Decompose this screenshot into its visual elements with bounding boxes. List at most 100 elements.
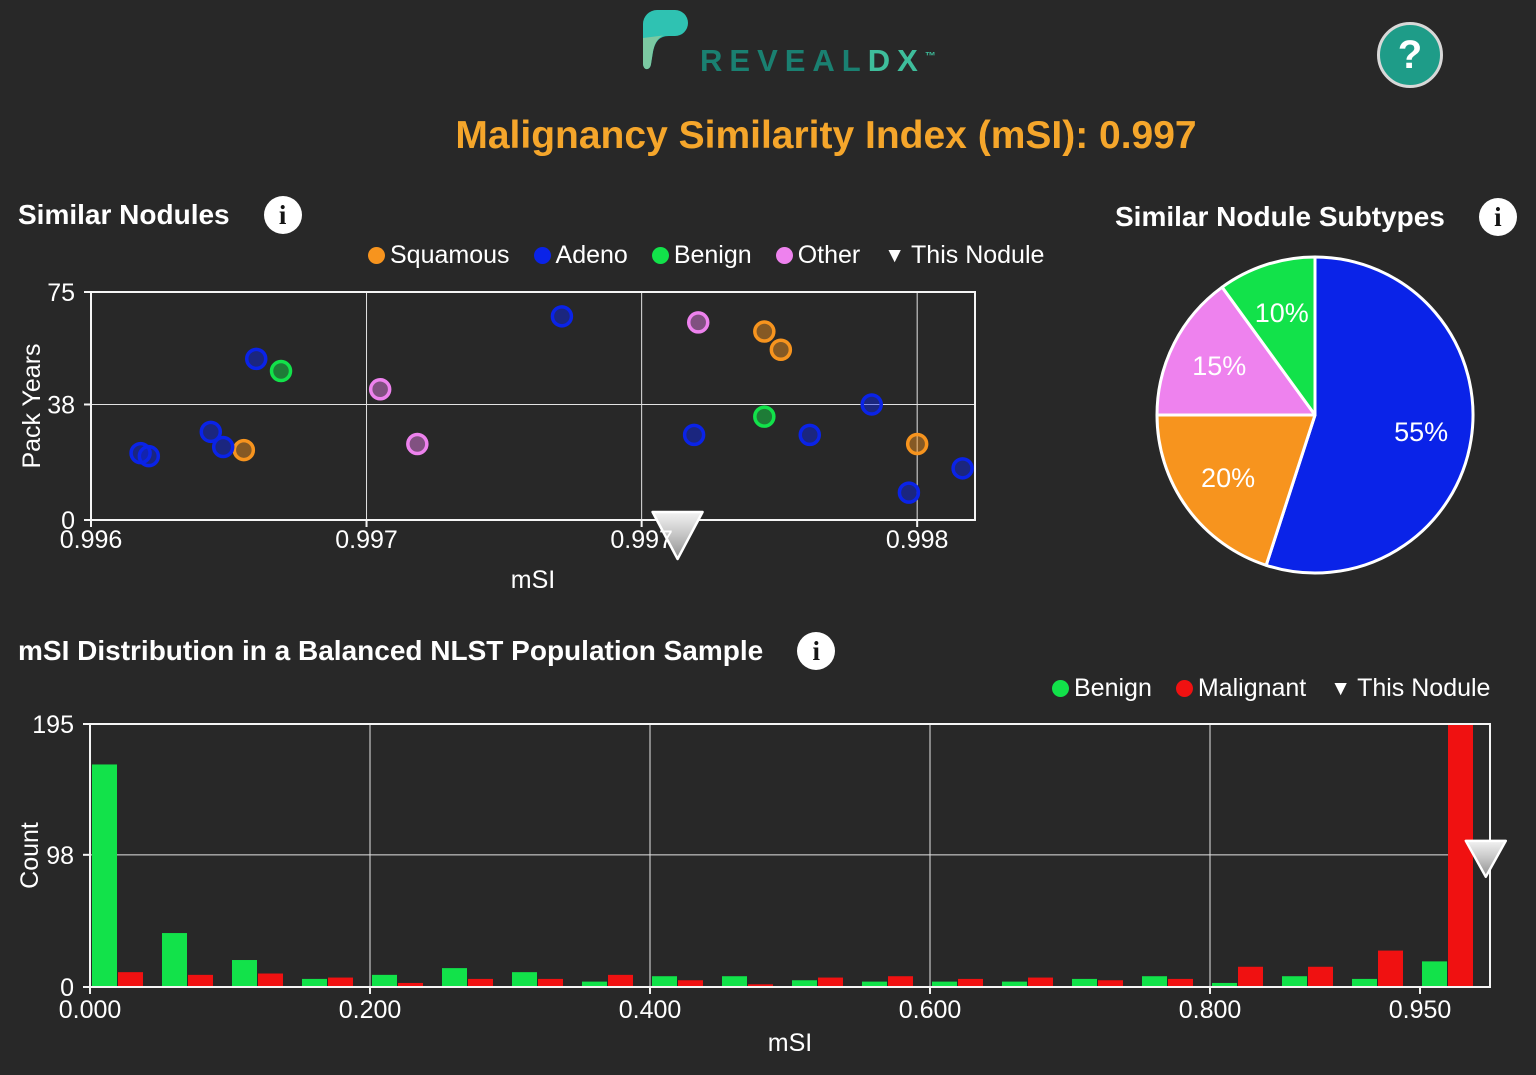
svg-text:0.000: 0.000 bbox=[59, 996, 122, 1024]
info-icon[interactable]: i bbox=[263, 196, 302, 234]
scatter-point-adeno bbox=[897, 481, 921, 504]
bar-malignant bbox=[468, 978, 493, 987]
revealdx-logo-icon bbox=[643, 10, 688, 70]
pie-slice-squamous bbox=[1155, 413, 1317, 567]
adeno-dot-icon bbox=[533, 247, 551, 264]
bar-malignant bbox=[188, 974, 213, 987]
msi-distribution-bar-chart[interactable]: 0.000 0.200 0.400 0.600 0.800 0.950 0 98 195 mSI C… bbox=[0, 710, 1536, 1070]
bar-benign bbox=[1072, 978, 1097, 987]
svg-text:98: 98 bbox=[46, 842, 74, 870]
scatter-legend: Squamous Adeno Benign Other ▼ This Nodule bbox=[368, 241, 1044, 270]
page-title: Malignancy Similarity Index (mSI): 0.997 bbox=[455, 114, 1197, 157]
scatter-point-other bbox=[368, 378, 392, 401]
similar-nodules-title: Similar Nodules bbox=[18, 199, 230, 230]
scatter-point-benign bbox=[269, 359, 293, 383]
scatter-point-squamous bbox=[905, 432, 929, 456]
bar-malignant bbox=[748, 984, 773, 987]
distribution-header: mSI Distribution in a Balanced NLST Popu… bbox=[18, 632, 836, 670]
bar-benign bbox=[652, 976, 677, 987]
scatter-point-adeno bbox=[951, 457, 974, 480]
svg-text:0.400: 0.400 bbox=[619, 996, 682, 1024]
svg-text:195: 195 bbox=[32, 711, 74, 739]
other-dot-icon bbox=[775, 247, 793, 264]
bar-plot-area bbox=[90, 724, 1490, 987]
bar-benign bbox=[1142, 976, 1167, 987]
bar-benign bbox=[862, 981, 887, 987]
bar-benign bbox=[372, 974, 397, 987]
legend-item-malignant[interactable]: Malignant bbox=[1175, 674, 1306, 703]
bar-benign bbox=[792, 980, 817, 987]
svg-text:75: 75 bbox=[47, 282, 75, 307]
subtypes-title: Similar Nodule Subtypes bbox=[1115, 201, 1445, 232]
this-nodule-marker bbox=[651, 510, 704, 561]
svg-text:0.998: 0.998 bbox=[886, 526, 949, 554]
svg-text:mSI: mSI bbox=[511, 566, 555, 594]
bar-malignant bbox=[118, 972, 143, 987]
svg-text:mSI: mSI bbox=[768, 1029, 812, 1057]
scatter-point-other bbox=[406, 432, 429, 456]
bar-benign bbox=[1352, 978, 1377, 987]
bar-malignant bbox=[958, 978, 983, 987]
scatter-plot-area bbox=[84, 291, 976, 527]
scatter-point-adeno bbox=[682, 423, 706, 447]
info-icon[interactable]: i bbox=[1478, 198, 1517, 236]
help-button[interactable]: ? bbox=[1377, 22, 1443, 88]
svg-text:0.997: 0.997 bbox=[335, 526, 398, 554]
benign-dot-icon bbox=[651, 247, 669, 264]
distribution-legend: Benign Malignant ▼ This Nodule bbox=[1052, 674, 1490, 703]
info-icon[interactable]: i bbox=[797, 632, 836, 670]
subtypes-header: Similar Nodule Subtypes i bbox=[1115, 198, 1517, 236]
bars bbox=[92, 724, 1473, 987]
legend-item-benign[interactable]: Benign bbox=[651, 241, 752, 270]
malignant-dot-icon bbox=[1175, 680, 1193, 697]
similar-nodules-header: Similar Nodules i bbox=[18, 196, 302, 234]
legend-item-other[interactable]: Other bbox=[775, 241, 860, 270]
scatter-point-adeno bbox=[137, 444, 161, 468]
bar-benign bbox=[1002, 981, 1027, 987]
bar-benign bbox=[722, 976, 747, 987]
similar-nodules-scatter-chart[interactable]: 0.996 0.997 0.997 0.998 0 38 75 mSI Pack Years bbox=[0, 282, 1010, 612]
scatter-points bbox=[129, 305, 974, 504]
bar-benign bbox=[1282, 976, 1307, 987]
scatter-point-adeno bbox=[550, 305, 574, 328]
bar-malignant bbox=[1308, 966, 1333, 987]
legend-item-adeno[interactable]: Adeno bbox=[533, 241, 628, 270]
bar-malignant bbox=[538, 978, 563, 987]
bar-malignant bbox=[1238, 966, 1263, 987]
pie-slice-label: 15% bbox=[1192, 351, 1246, 381]
legend-item-squamous[interactable]: Squamous bbox=[368, 241, 510, 270]
bar-benign bbox=[512, 972, 537, 987]
squamous-dot-icon bbox=[368, 247, 385, 264]
scatter-point-squamous bbox=[753, 320, 776, 343]
bar-benign bbox=[1212, 982, 1237, 987]
legend-item-benign[interactable]: Benign bbox=[1052, 674, 1152, 703]
brand-wordmark: REVEALDX™ bbox=[700, 43, 936, 78]
bar-benign bbox=[582, 981, 607, 987]
subtypes-pie-chart[interactable]: 55% 20% 15% 10% bbox=[1130, 240, 1510, 600]
svg-text:Pack Years: Pack Years bbox=[18, 343, 46, 468]
scatter-point-other bbox=[686, 311, 710, 334]
pie-slice-label: 20% bbox=[1201, 463, 1255, 493]
bar-malignant bbox=[608, 974, 633, 987]
scatter-point-squamous bbox=[232, 438, 256, 462]
scatter-point-adeno bbox=[860, 393, 883, 416]
bar-malignant bbox=[258, 973, 283, 987]
svg-text:Count: Count bbox=[16, 822, 44, 889]
scatter-point-adeno bbox=[244, 347, 268, 371]
pie-slice-label: 10% bbox=[1255, 298, 1309, 328]
scatter-point-benign bbox=[753, 405, 776, 428]
this-nodule-marker bbox=[1464, 839, 1508, 879]
scatter-point-squamous bbox=[769, 338, 793, 362]
svg-text:0.800: 0.800 bbox=[1179, 996, 1242, 1024]
bar-malignant bbox=[1098, 980, 1123, 987]
bar-malignant bbox=[678, 980, 703, 987]
pie-slice-adeno bbox=[1264, 255, 1475, 575]
this-nodule-triangle-icon: ▼ bbox=[1330, 677, 1352, 700]
pie-slice-label: 55% bbox=[1394, 417, 1448, 447]
scatter-point-adeno bbox=[199, 420, 223, 444]
bar-benign bbox=[162, 933, 187, 987]
legend-item-this-nodule[interactable]: ▼ This Nodule bbox=[1330, 674, 1491, 702]
legend-item-this-nodule[interactable]: ▼ This Nodule bbox=[884, 241, 1045, 269]
bar-malignant bbox=[1448, 724, 1473, 987]
bar-malignant bbox=[888, 976, 913, 987]
